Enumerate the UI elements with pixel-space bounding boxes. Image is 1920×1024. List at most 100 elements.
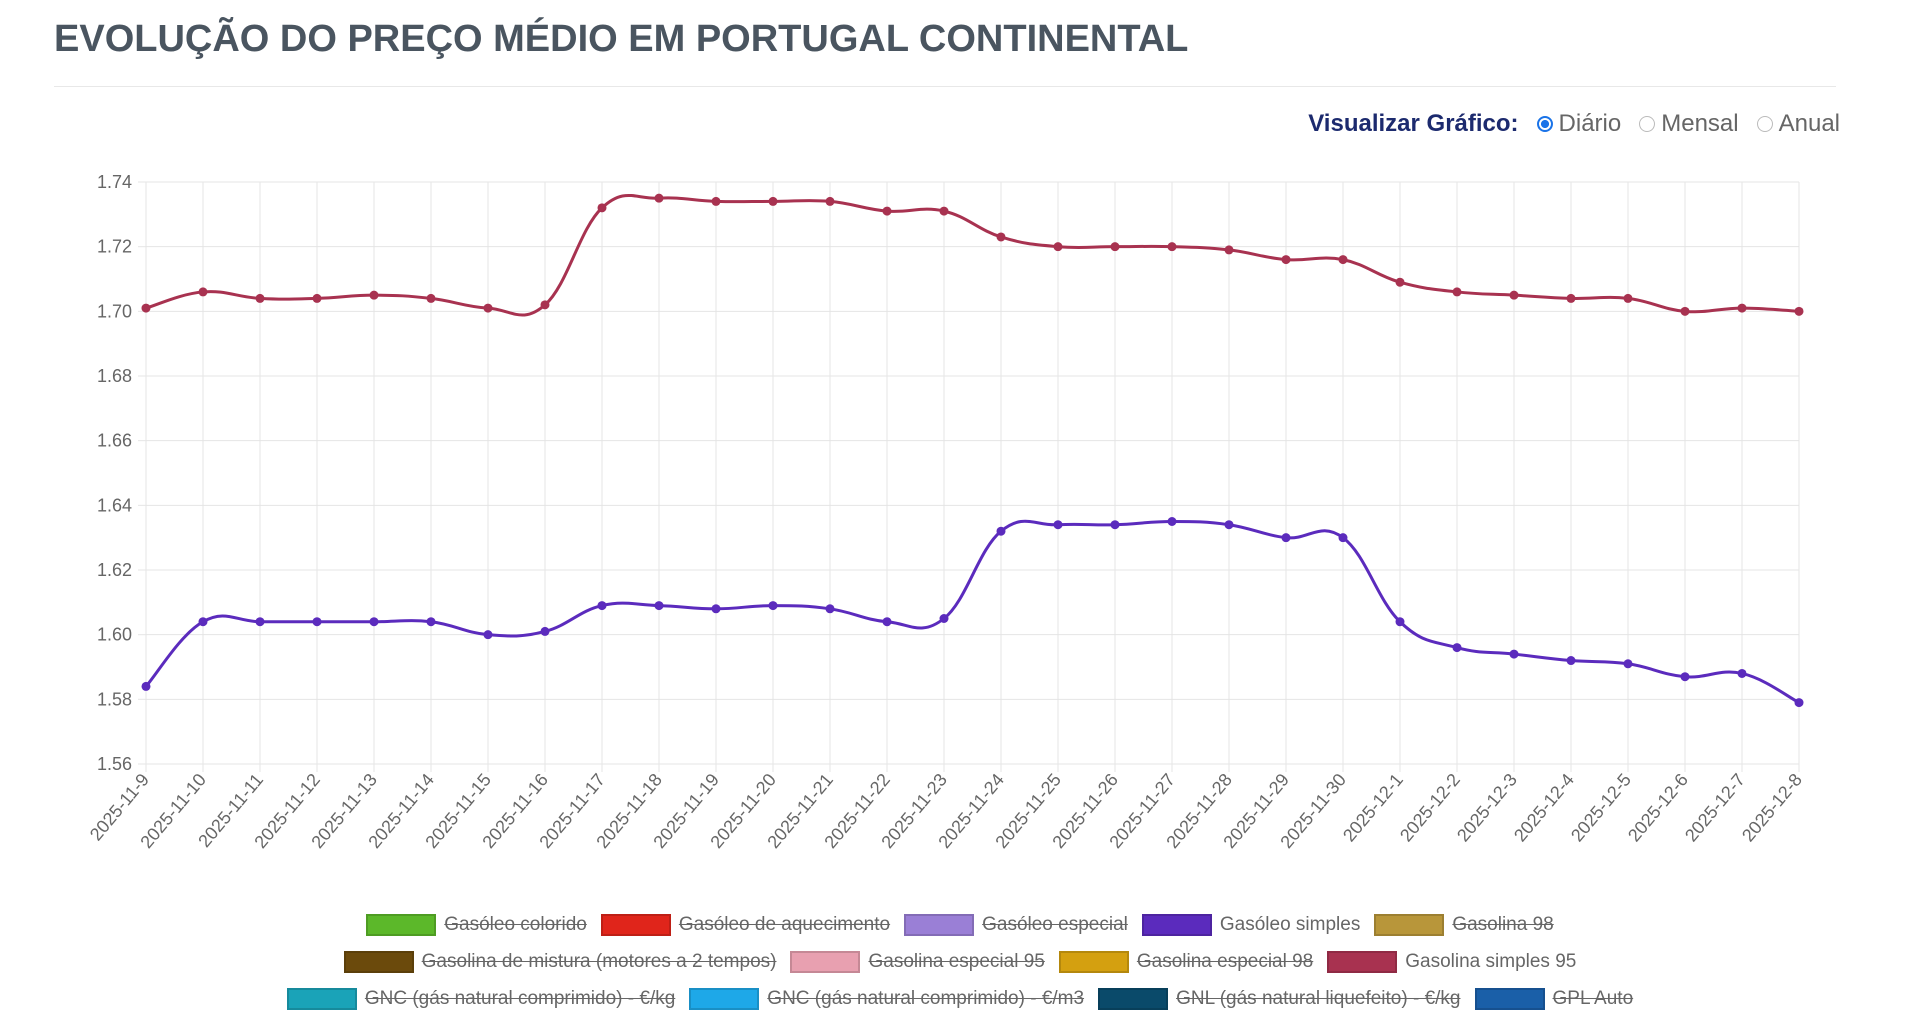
legend-swatch[interactable]: [366, 913, 437, 936]
legend-label[interactable]: GNL (gás natural liquefeito) - €/kg: [1176, 987, 1461, 1009]
data-point: [141, 681, 151, 691]
legend-item[interactable]: GNC (gás natural comprimido) - €/m3: [689, 987, 1085, 1010]
data-point: [1110, 242, 1120, 252]
legend-swatch[interactable]: [790, 950, 861, 973]
data-point: [654, 193, 664, 203]
legend-label[interactable]: Gasolina especial 98: [1136, 950, 1314, 972]
legend-item[interactable]: Gasolina especial 95: [790, 950, 1045, 973]
radio-button[interactable]: [1536, 116, 1553, 132]
radio-button[interactable]: [1756, 116, 1773, 132]
data-point: [1680, 672, 1690, 682]
option-label: Anual: [1778, 110, 1840, 137]
view-option[interactable]: Mensal: [1639, 110, 1739, 138]
legend-label[interactable]: Gasolina 98: [1452, 913, 1554, 935]
chart: 1.56 1.58 1.60 1.62 1.64 1.66 1.68 1.70 1.72 1.74…: [86, 172, 1806, 852]
legend-item[interactable]: Gasóleo de aquecimento: [600, 913, 891, 936]
page-title: EVOLUÇÃO DO PREÇO MÉDIO EM PORTUGAL CONT…: [54, 18, 1189, 60]
data-point: [1053, 520, 1063, 530]
y-tick-label: 1.72: [97, 237, 132, 257]
data-point: [1623, 659, 1633, 669]
radio-button[interactable]: [1639, 116, 1656, 132]
legend-label[interactable]: Gasolina simples 95: [1405, 950, 1577, 972]
legend-swatch[interactable]: [1474, 987, 1545, 1010]
data-point: [1281, 533, 1291, 543]
legend-label[interactable]: Gasóleo colorido: [444, 913, 587, 935]
data-point: [597, 203, 607, 213]
data-point: [369, 617, 379, 627]
legend-swatch[interactable]: [1374, 913, 1445, 936]
legend-item[interactable]: GNC (gás natural comprimido) - €/kg: [286, 987, 676, 1010]
data-point: [939, 206, 949, 216]
data-point: [1395, 277, 1405, 287]
legend-row: Gasolina de mistura (motores a 2 tempos)…: [0, 943, 1920, 980]
legend-row: GNC (gás natural comprimido) - €/kg GNC (…: [0, 980, 1920, 1017]
y-tick-label: 1.62: [97, 560, 132, 580]
data-point: [939, 614, 949, 623]
data-point: [1053, 242, 1063, 252]
data-point: [312, 617, 322, 627]
data-point: [1167, 517, 1177, 526]
legend-item[interactable]: GNL (gás natural liquefeito) - €/kg: [1098, 987, 1461, 1010]
data-point: [996, 232, 1006, 242]
data-point: [1338, 533, 1348, 543]
legend-swatch[interactable]: [689, 987, 760, 1010]
legend-swatch[interactable]: [600, 913, 671, 936]
data-point: [540, 626, 550, 636]
y-tick-label: 1.60: [97, 625, 132, 645]
data-point: [1566, 293, 1576, 303]
legend-item[interactable]: Gasóleo simples: [1141, 913, 1361, 936]
data-point: [654, 601, 664, 611]
data-point: [711, 196, 721, 206]
data-point: [882, 617, 892, 627]
legend-item[interactable]: Gasolina 98: [1374, 913, 1554, 936]
data-point: [825, 196, 835, 206]
data-point: [1395, 617, 1405, 627]
legend-item[interactable]: Gasóleo especial: [904, 913, 1128, 936]
data-point: [1452, 287, 1462, 297]
legend-label[interactable]: Gasóleo especial: [982, 913, 1128, 935]
legend-swatch[interactable]: [343, 950, 414, 973]
legend-swatch[interactable]: [904, 913, 975, 936]
data-point: [141, 303, 151, 313]
y-tick-label: 1.70: [97, 301, 132, 321]
legend-item[interactable]: Gasolina especial 98: [1058, 950, 1314, 973]
legend-label[interactable]: Gasóleo simples: [1219, 913, 1361, 935]
y-tick-label: 1.64: [97, 495, 132, 515]
data-point: [825, 604, 835, 614]
data-point: [1509, 649, 1519, 659]
legend-label[interactable]: GPL Auto: [1552, 987, 1634, 1009]
legend: Gasóleo colorido Gasóleo de aquecimento Ga…: [0, 906, 1920, 1017]
y-tick-label: 1.74: [97, 172, 132, 192]
data-point: [1737, 668, 1747, 678]
legend-swatch[interactable]: [1098, 987, 1169, 1010]
option-label: Diário: [1558, 110, 1622, 137]
legend-swatch[interactable]: [1058, 950, 1129, 973]
view-option[interactable]: Anual: [1756, 110, 1840, 138]
controls-label: Visualizar Gráfico:: [1308, 110, 1519, 137]
divider: [54, 86, 1836, 87]
data-point: [255, 293, 265, 303]
legend-swatch[interactable]: [1327, 950, 1398, 973]
legend-label[interactable]: Gasolina especial 95: [868, 950, 1045, 972]
legend-label[interactable]: Gasolina de mistura (motores a 2 tempos): [421, 950, 777, 972]
data-point: [1281, 255, 1291, 265]
legend-item[interactable]: GPL Auto: [1474, 987, 1634, 1010]
legend-label[interactable]: GNC (gás natural comprimido) - €/kg: [364, 987, 676, 1009]
data-point: [198, 617, 208, 627]
legend-item[interactable]: Gasolina simples 95: [1327, 950, 1577, 973]
x-tick-label: 2025-12-8: [1738, 770, 1806, 846]
legend-item[interactable]: Gasolina de mistura (motores a 2 tempos): [343, 950, 777, 973]
y-tick-label: 1.66: [97, 431, 132, 451]
data-point: [426, 293, 436, 303]
legend-label[interactable]: GNC (gás natural comprimido) - €/m3: [767, 987, 1085, 1009]
data-point: [483, 630, 493, 640]
legend-item[interactable]: Gasóleo colorido: [366, 913, 587, 936]
legend-swatch[interactable]: [1141, 913, 1212, 936]
view-option[interactable]: Diário: [1536, 110, 1622, 138]
legend-swatch[interactable]: [286, 987, 357, 1010]
data-point: [882, 206, 892, 216]
data-point: [1737, 303, 1747, 313]
legend-label[interactable]: Gasóleo de aquecimento: [678, 913, 891, 935]
data-point: [483, 303, 493, 313]
